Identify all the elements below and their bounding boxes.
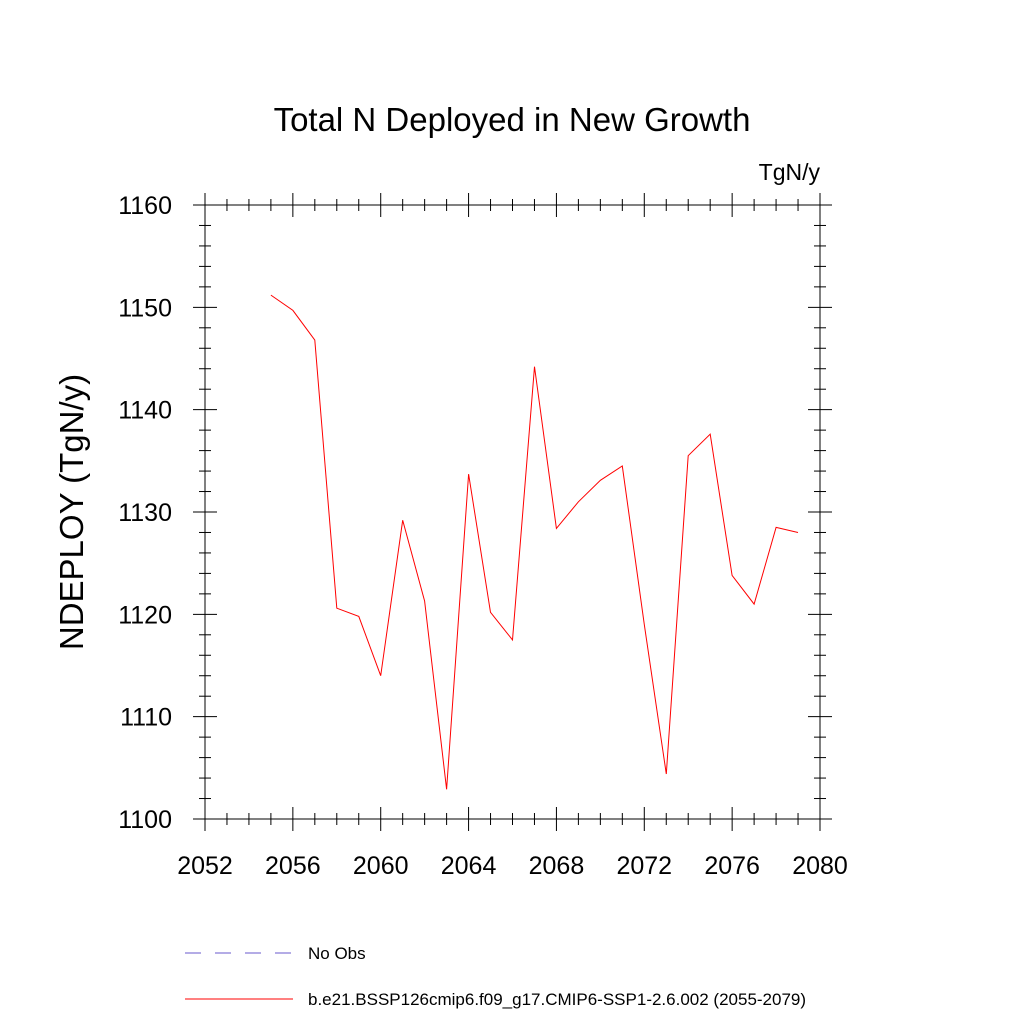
plot-frame	[204, 204, 821, 820]
axis-tick-labels: 2052 2056 2060 2064 2068 2072 2076 2080 1100 1110…	[118, 192, 848, 880]
x-tick-label: 2076	[704, 852, 760, 880]
y-tick-label: 1140	[118, 397, 172, 425]
chart-title: Total N Deployed in New Growth	[274, 101, 751, 138]
axis-ticks	[193, 193, 832, 831]
x-tick-label: 2056	[265, 852, 321, 880]
units-label: TgN/y	[759, 159, 821, 185]
legend-label: No Obs	[308, 944, 366, 963]
x-tick-label: 2080	[792, 852, 848, 880]
y-tick-label: 1120	[118, 601, 172, 629]
series-line	[270, 294, 799, 790]
x-tick-label: 2072	[616, 852, 672, 880]
y-tick-label: 1100	[118, 806, 172, 834]
y-tick-label: 1130	[118, 499, 172, 527]
data-series	[270, 294, 799, 790]
x-tick-label: 2068	[529, 852, 585, 880]
y-tick-label: 1150	[118, 294, 172, 322]
y-tick-label: 1160	[118, 192, 172, 220]
x-tick-label: 2064	[441, 852, 497, 880]
x-tick-label: 2052	[177, 852, 233, 880]
legend: No Obs b.e21.BSSP126cmip6.f09_g17.CMIP6-S…	[185, 944, 806, 1009]
y-axis-label: NDEPLOY (TgN/y)	[53, 374, 90, 650]
legend-label: b.e21.BSSP126cmip6.f09_g17.CMIP6-SSP1-2.…	[308, 990, 806, 1009]
y-tick-label: 1110	[120, 704, 172, 732]
x-tick-label: 2060	[353, 852, 409, 880]
